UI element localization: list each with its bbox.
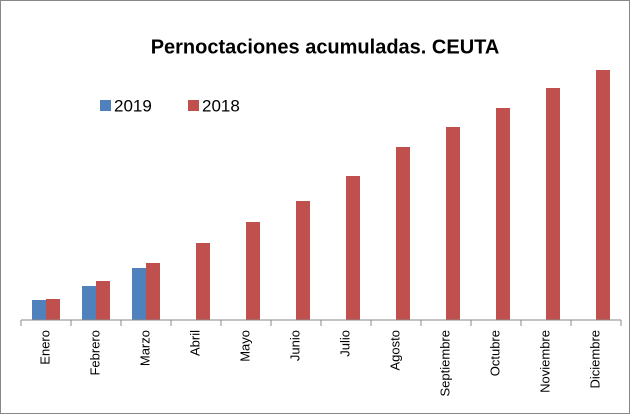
bar: [146, 263, 160, 320]
x-tick-label: Marzo: [137, 330, 152, 366]
x-tick-label: Febrero: [87, 330, 102, 376]
x-tick-label: Noviembre: [537, 330, 552, 393]
bar: [446, 127, 460, 320]
bar: [132, 268, 146, 320]
x-tick-label: Mayo: [237, 330, 252, 362]
x-tick-label: Agosto: [387, 330, 402, 370]
legend-swatch: [188, 100, 199, 111]
bar: [196, 243, 210, 320]
legend-label: 2019: [114, 96, 152, 115]
bar: [246, 222, 260, 320]
legend-label: 2018: [202, 96, 240, 115]
bar: [32, 300, 46, 320]
x-tick-label: Diciembre: [587, 330, 602, 389]
x-tick-label: Septiembre: [437, 330, 452, 396]
x-tick-label: Octubre: [487, 330, 502, 376]
legend-swatch: [100, 100, 111, 111]
bar: [496, 108, 510, 320]
bar: [96, 281, 110, 320]
x-tick-label: Enero: [37, 330, 52, 365]
bar: [396, 147, 410, 320]
bar: [346, 176, 360, 320]
bar: [46, 299, 60, 320]
x-tick-label: Junio: [287, 330, 302, 361]
x-tick-label: Abril: [187, 330, 202, 356]
chart-title: Pernoctaciones acumuladas. CEUTA: [151, 36, 500, 58]
bar: [596, 70, 610, 320]
bar: [546, 88, 560, 320]
x-tick-label: Julio: [337, 330, 352, 357]
bar: [296, 201, 310, 320]
bar: [82, 286, 96, 320]
